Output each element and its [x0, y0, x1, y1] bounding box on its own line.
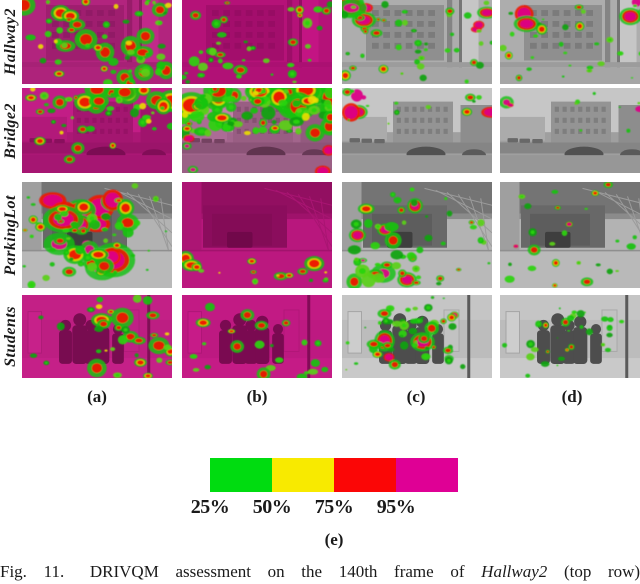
- figure-cell-hallway2-b: [182, 0, 332, 84]
- figure-cell-hallway2-a: [22, 0, 172, 84]
- colorbar-legend: [210, 458, 458, 492]
- figure-cell-bridge2-a: [22, 88, 172, 173]
- colorbar-segment-yellow: [272, 458, 334, 492]
- figure-cell-students-c: [342, 295, 492, 378]
- figure-cell-parkinglot-d: [500, 182, 640, 288]
- row-label-students: Students: [0, 295, 21, 378]
- row-label-text: Students: [1, 306, 19, 367]
- figure-cell-students-a: [22, 295, 172, 378]
- caption-sequence-name: Hallway2: [481, 562, 548, 581]
- row-label-parkinglot: ParkingLot: [0, 182, 21, 288]
- caption-fig-number: Fig. 11.: [0, 562, 65, 581]
- colorbar-tick-yellow: 50%: [252, 496, 292, 518]
- colorbar-segment-magenta: [396, 458, 458, 492]
- colorbar-tick-red: 75%: [314, 496, 354, 518]
- colorbar-tick-green: 25%: [190, 496, 230, 518]
- caption-text: DRIVQM assessment on the 140th frame of: [89, 562, 465, 581]
- colorbar-segment-red: [334, 458, 396, 492]
- figure-cell-parkinglot-c: [342, 182, 492, 288]
- legend-sublabel: (e): [324, 530, 344, 549]
- colorbar-tick-magenta: 95%: [376, 496, 416, 518]
- column-label-d: (d): [561, 387, 583, 406]
- figure-cell-bridge2-c: [342, 88, 492, 173]
- row-label-text: ParkingLot: [1, 194, 19, 276]
- colorbar-segment-green: [210, 458, 272, 492]
- column-label-c: (c): [406, 387, 426, 406]
- figure-cell-parkinglot-b: [182, 182, 332, 288]
- caption-tail: (top row): [563, 562, 640, 581]
- figure-cell-students-b: [182, 295, 332, 378]
- figure-cell-bridge2-b: [182, 88, 332, 173]
- row-label-bridge2: Bridge2: [0, 88, 21, 173]
- column-label-b: (b): [246, 387, 268, 406]
- row-label-text: Bridge2: [1, 102, 19, 159]
- figure-cell-bridge2-d: [500, 88, 640, 173]
- figure-cell-hallway2-c: [342, 0, 492, 84]
- column-label-a: (a): [87, 387, 107, 406]
- figure-cell-hallway2-d: [500, 0, 640, 84]
- figure-cell-parkinglot-a: [22, 182, 172, 288]
- row-label-hallway2: Hallway2: [0, 0, 21, 84]
- figure-cell-students-d: [500, 295, 640, 378]
- row-label-text: Hallway2: [1, 8, 19, 76]
- figure-caption: Fig. 11. DRIVQM assessment on the 140th …: [0, 561, 640, 584]
